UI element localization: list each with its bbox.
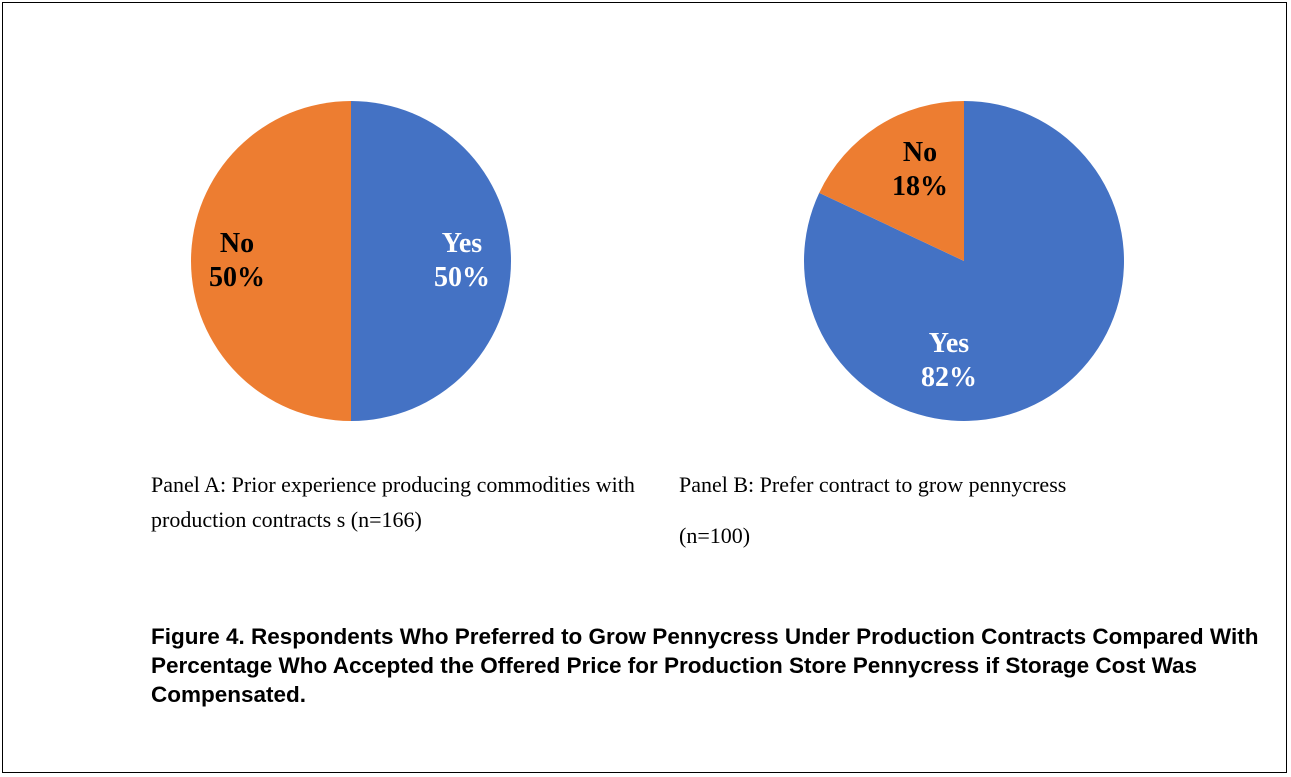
panel-b-label-no-value: 18% [892, 171, 948, 202]
panel-b-caption-line2: (n=100) [679, 523, 751, 548]
panel-a-slice-no [191, 101, 351, 421]
panel-b-label-yes-value: 82% [921, 362, 977, 393]
panel-a-label-yes-name: Yes [442, 228, 483, 259]
panel-b-label-no-name: No [903, 137, 937, 168]
panel-b-slice-no [819, 101, 964, 261]
panel-a-label-no-name: No [220, 228, 254, 259]
panel-a-slice-yes [351, 101, 511, 421]
panel-b-label-yes-name: Yes [929, 328, 970, 359]
figure-title: Figure 4. Respondents Who Preferred to G… [151, 624, 1259, 707]
panel-a-label-yes-value: 50% [434, 262, 490, 293]
panel-b-caption-line1: Panel B: Prefer contract to grow pennycr… [679, 472, 1067, 497]
panel-b-caption: Panel B: Prefer contract to grow pennycr… [679, 467, 1179, 553]
panel-b-slice-yes [804, 101, 1124, 422]
panel-a-caption: Panel A: Prior experience producing comm… [151, 472, 635, 532]
panel-a-label-no-value: 50% [209, 262, 265, 293]
